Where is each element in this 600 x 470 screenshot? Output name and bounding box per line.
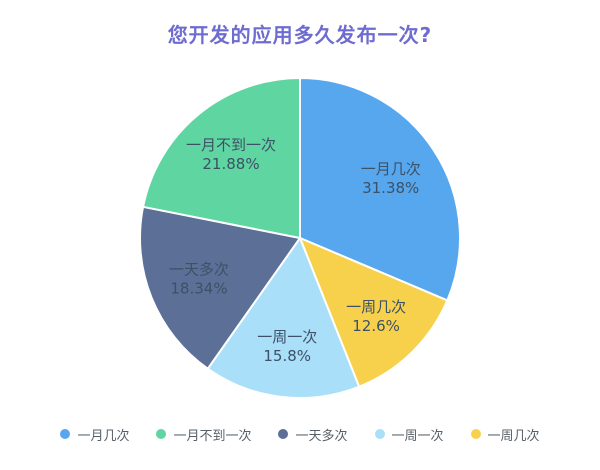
pie-label-一月几次: 一月几次 31.38% (361, 160, 421, 197)
pie-slice-一月不到一次[interactable] (142, 77, 301, 239)
pie-label-一月不到一次: 一月不到一次 21.88% (186, 136, 276, 173)
legend-label: 一天多次 (295, 428, 348, 444)
legend-label: 一月几次 (77, 428, 130, 444)
legend-item-一周一次[interactable]: 一周一次 (374, 425, 444, 444)
pie-slice-一周一次[interactable] (206, 237, 361, 399)
legend-label: 一月不到一次 (173, 428, 252, 444)
legend-item-一月不到一次[interactable]: 一月不到一次 (156, 425, 251, 444)
pie-label-一天多次: 一天多次 18.34% (169, 260, 229, 297)
legend-item-一周几次[interactable]: 一周几次 (470, 425, 540, 444)
chart-title: 您开发的应用多久发布一次? (167, 23, 433, 47)
legend-item-一天多次[interactable]: 一天多次 (278, 425, 348, 444)
pie-slice-一周几次[interactable] (299, 237, 449, 388)
legend-dot-icon (470, 429, 481, 439)
pie-label-一周一次: 一周一次 15.8% (257, 328, 317, 365)
legend-dot-icon (60, 429, 71, 439)
legend-label: 一周一次 (391, 428, 444, 444)
pie-label-一周几次: 一周几次 12.6% (346, 298, 406, 335)
chart-legend: 一月几次 一月不到一次 一天多次 一周一次 一周几次 (0, 424, 600, 444)
legend-dot-icon (278, 429, 289, 439)
legend-item-一月几次[interactable]: 一月几次 (60, 425, 129, 444)
pie-slice-一天多次[interactable] (138, 205, 301, 370)
legend-dot-icon (374, 429, 385, 439)
legend-dot-icon (156, 429, 167, 439)
pie-slice-一月几次[interactable] (299, 77, 461, 302)
legend-label: 一周几次 (487, 428, 540, 444)
